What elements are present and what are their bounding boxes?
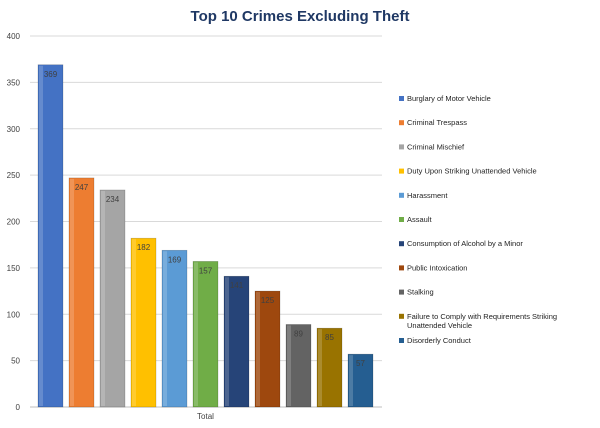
bar bbox=[192, 261, 219, 408]
data-label: 247 bbox=[75, 183, 89, 192]
bar-highlight bbox=[101, 190, 105, 406]
bar-highlight bbox=[225, 277, 229, 406]
bar bbox=[130, 237, 157, 408]
bar-highlight bbox=[318, 329, 322, 406]
data-label: 169 bbox=[168, 255, 182, 264]
y-tick-label: 150 bbox=[7, 264, 21, 273]
legend-swatch bbox=[399, 241, 404, 247]
data-label: 157 bbox=[199, 266, 213, 275]
legend-entry: Disorderly Conduct bbox=[407, 336, 472, 345]
bar bbox=[37, 64, 64, 408]
y-tick-label: 400 bbox=[7, 32, 21, 41]
bar bbox=[223, 275, 250, 408]
legend-entry: Duty Upon Striking Unattended Vehicle bbox=[407, 167, 537, 176]
data-label: 182 bbox=[137, 243, 151, 252]
y-tick-label: 250 bbox=[7, 171, 21, 180]
bar bbox=[254, 290, 281, 408]
bar bbox=[68, 177, 95, 408]
y-tick-label: 350 bbox=[7, 78, 21, 87]
y-tick-label: 0 bbox=[16, 403, 21, 412]
bar-highlight bbox=[194, 262, 198, 406]
legend-swatch bbox=[399, 120, 404, 126]
bar bbox=[161, 249, 188, 408]
y-tick-label: 200 bbox=[7, 218, 21, 227]
data-label: 89 bbox=[294, 329, 303, 338]
legend-swatch bbox=[399, 338, 404, 343]
legend-entry: Criminal Trespass bbox=[407, 118, 467, 127]
data-label: 85 bbox=[325, 333, 334, 342]
bar bbox=[347, 353, 374, 408]
legend-swatch bbox=[399, 289, 404, 295]
legend-entry: Stalking bbox=[407, 288, 434, 297]
legend: Burglary of Motor Vehicle Criminal Trespa… bbox=[399, 94, 557, 345]
bar bbox=[99, 189, 126, 408]
bar-highlight bbox=[256, 292, 260, 406]
data-label: 57 bbox=[356, 359, 365, 368]
legend-entry: Burglary of Motor Vehicle bbox=[407, 94, 491, 103]
data-label: 125 bbox=[261, 296, 275, 305]
legend-swatch bbox=[399, 96, 404, 101]
bar-highlight bbox=[39, 65, 43, 406]
data-label: 141 bbox=[230, 281, 244, 290]
x-category-label: Total bbox=[197, 412, 214, 421]
bars bbox=[37, 64, 374, 408]
legend-swatch bbox=[399, 265, 404, 271]
legend-entry: Assault bbox=[407, 215, 433, 224]
legend-entry: Harassment bbox=[407, 191, 448, 200]
legend-swatch bbox=[399, 144, 404, 150]
bar-highlight bbox=[132, 239, 136, 406]
legend-entry: Consumption of Alcohol by a Minor bbox=[407, 239, 523, 248]
legend-swatch bbox=[399, 168, 404, 174]
legend-swatch bbox=[399, 313, 404, 319]
bar-highlight bbox=[163, 251, 167, 406]
y-tick-label: 300 bbox=[7, 125, 21, 134]
data-labels: 369 247 234 182 169 157 141 125 89 85 57 bbox=[44, 70, 366, 368]
x-axis: Total bbox=[197, 412, 214, 421]
legend-entry: Public Intoxication bbox=[407, 263, 467, 272]
data-label: 234 bbox=[106, 195, 120, 204]
bar-highlight bbox=[70, 178, 74, 406]
y-tick-label: 100 bbox=[7, 310, 21, 319]
bar bbox=[285, 324, 312, 408]
data-label: 369 bbox=[44, 70, 58, 79]
legend-entry: Failure to Comply with Requirements Stri… bbox=[407, 312, 557, 330]
y-tick-label: 50 bbox=[11, 357, 20, 366]
bar-highlight bbox=[287, 325, 291, 406]
bar-highlight bbox=[349, 355, 353, 406]
legend-swatch bbox=[399, 192, 404, 198]
chart-title: Top 10 Crimes Excluding Theft bbox=[191, 8, 410, 25]
legend-entry: Criminal Mischief bbox=[407, 142, 465, 151]
legend-swatch bbox=[399, 217, 404, 222]
bar bbox=[316, 327, 343, 408]
